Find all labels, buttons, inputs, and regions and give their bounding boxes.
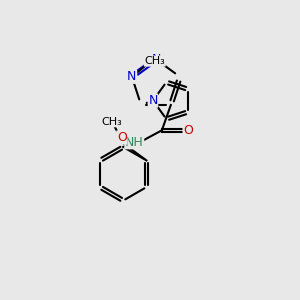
Text: N: N xyxy=(148,94,158,107)
Text: N: N xyxy=(151,53,160,66)
Text: N: N xyxy=(127,70,136,83)
Text: O: O xyxy=(183,124,193,137)
Text: NH: NH xyxy=(125,136,144,149)
Text: O: O xyxy=(117,131,127,144)
Text: CH₃: CH₃ xyxy=(101,117,122,127)
Text: CH₃: CH₃ xyxy=(144,56,165,66)
